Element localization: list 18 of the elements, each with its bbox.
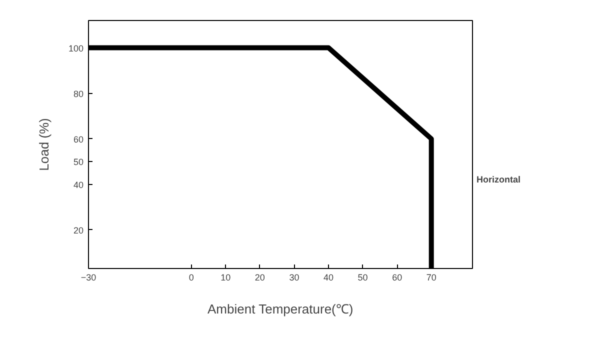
x-tick-label: 70: [426, 272, 436, 282]
x-tick-label: 50: [358, 272, 368, 282]
x-axis-title: Ambient Temperature(℃): [208, 302, 354, 316]
x-tick-label: −30: [80, 272, 96, 282]
y-tick-label: 40: [73, 180, 84, 190]
y-tick-label: 20: [73, 225, 84, 236]
y-tick-label: 80: [73, 88, 84, 99]
x-tick-label: 10: [220, 272, 231, 282]
x-tick-label: 40: [323, 272, 334, 282]
x-tick-label: 20: [254, 272, 265, 282]
y-tick-label: 100: [68, 43, 84, 54]
x-tick-label: 60: [392, 272, 402, 282]
y-axis-title: Load (%): [36, 118, 52, 171]
y-tick-label: 60: [73, 134, 84, 144]
text: Horizontal: [476, 174, 520, 184]
x-tick-label: 30: [289, 272, 300, 282]
y-tick-label: 50: [73, 157, 84, 168]
x-tick-label: 0: [188, 272, 194, 282]
